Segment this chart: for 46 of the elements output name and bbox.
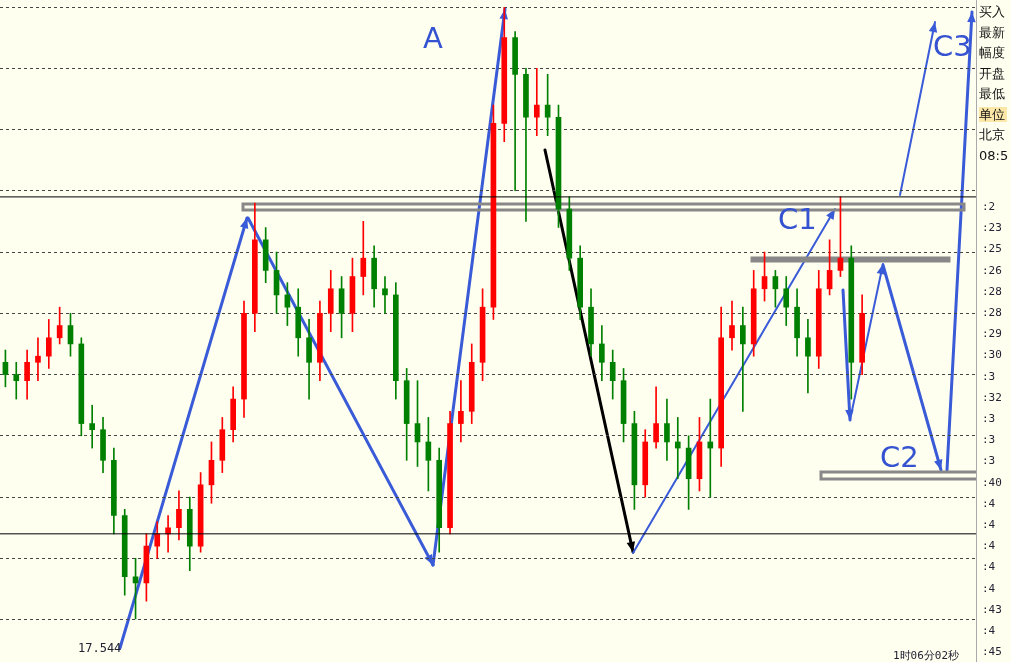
text: :23 bbox=[982, 221, 1002, 235]
text: :4 bbox=[982, 560, 996, 574]
text: :25 bbox=[982, 242, 1002, 256]
text: :4 bbox=[982, 496, 996, 510]
text: :4 bbox=[982, 539, 996, 553]
text: :30 bbox=[982, 348, 1002, 362]
text: :4 bbox=[982, 624, 996, 637]
text: 08:5 bbox=[979, 147, 1011, 163]
text: :45 bbox=[982, 645, 1002, 659]
text: 17.544 bbox=[78, 641, 122, 655]
text: :4 bbox=[982, 581, 996, 595]
text: 1时06分02秒 bbox=[893, 648, 960, 662]
text: :3 bbox=[982, 369, 996, 383]
candlestick bbox=[165, 515, 171, 553]
text: :28 bbox=[982, 306, 1002, 319]
text: :3 bbox=[982, 454, 996, 468]
candlestick bbox=[740, 306, 746, 412]
annotation: C2 bbox=[880, 440, 919, 474]
candlestick bbox=[35, 337, 41, 382]
candlestick bbox=[458, 380, 464, 443]
annotation: A bbox=[423, 21, 443, 55]
text: :3 bbox=[982, 412, 996, 425]
text: 单位 bbox=[979, 106, 1007, 122]
candlestick bbox=[707, 398, 714, 498]
text: 幅度 bbox=[979, 45, 1007, 60]
text: :40 bbox=[982, 475, 1002, 489]
candlestick bbox=[533, 67, 540, 136]
candlestick bbox=[13, 361, 20, 400]
text: 最新 bbox=[979, 24, 1007, 40]
candlestick bbox=[89, 404, 96, 449]
text: :28 bbox=[982, 284, 1002, 298]
text: :26 bbox=[982, 263, 1002, 277]
text: :2 bbox=[982, 200, 996, 213]
text: :29 bbox=[982, 327, 1002, 341]
text: 北京 bbox=[979, 127, 1007, 142]
candlestick bbox=[512, 31, 518, 192]
text: 最低 bbox=[979, 86, 1007, 101]
text: :43 bbox=[982, 602, 1002, 616]
text: :32 bbox=[982, 390, 1002, 404]
annotation: C1 bbox=[778, 202, 817, 236]
text: 买入 bbox=[979, 4, 1007, 19]
candlestick bbox=[674, 417, 681, 480]
text: 开盘 bbox=[979, 65, 1007, 81]
candlestick bbox=[382, 276, 388, 314]
text: :4 bbox=[982, 518, 996, 531]
text: :3 bbox=[982, 433, 996, 447]
